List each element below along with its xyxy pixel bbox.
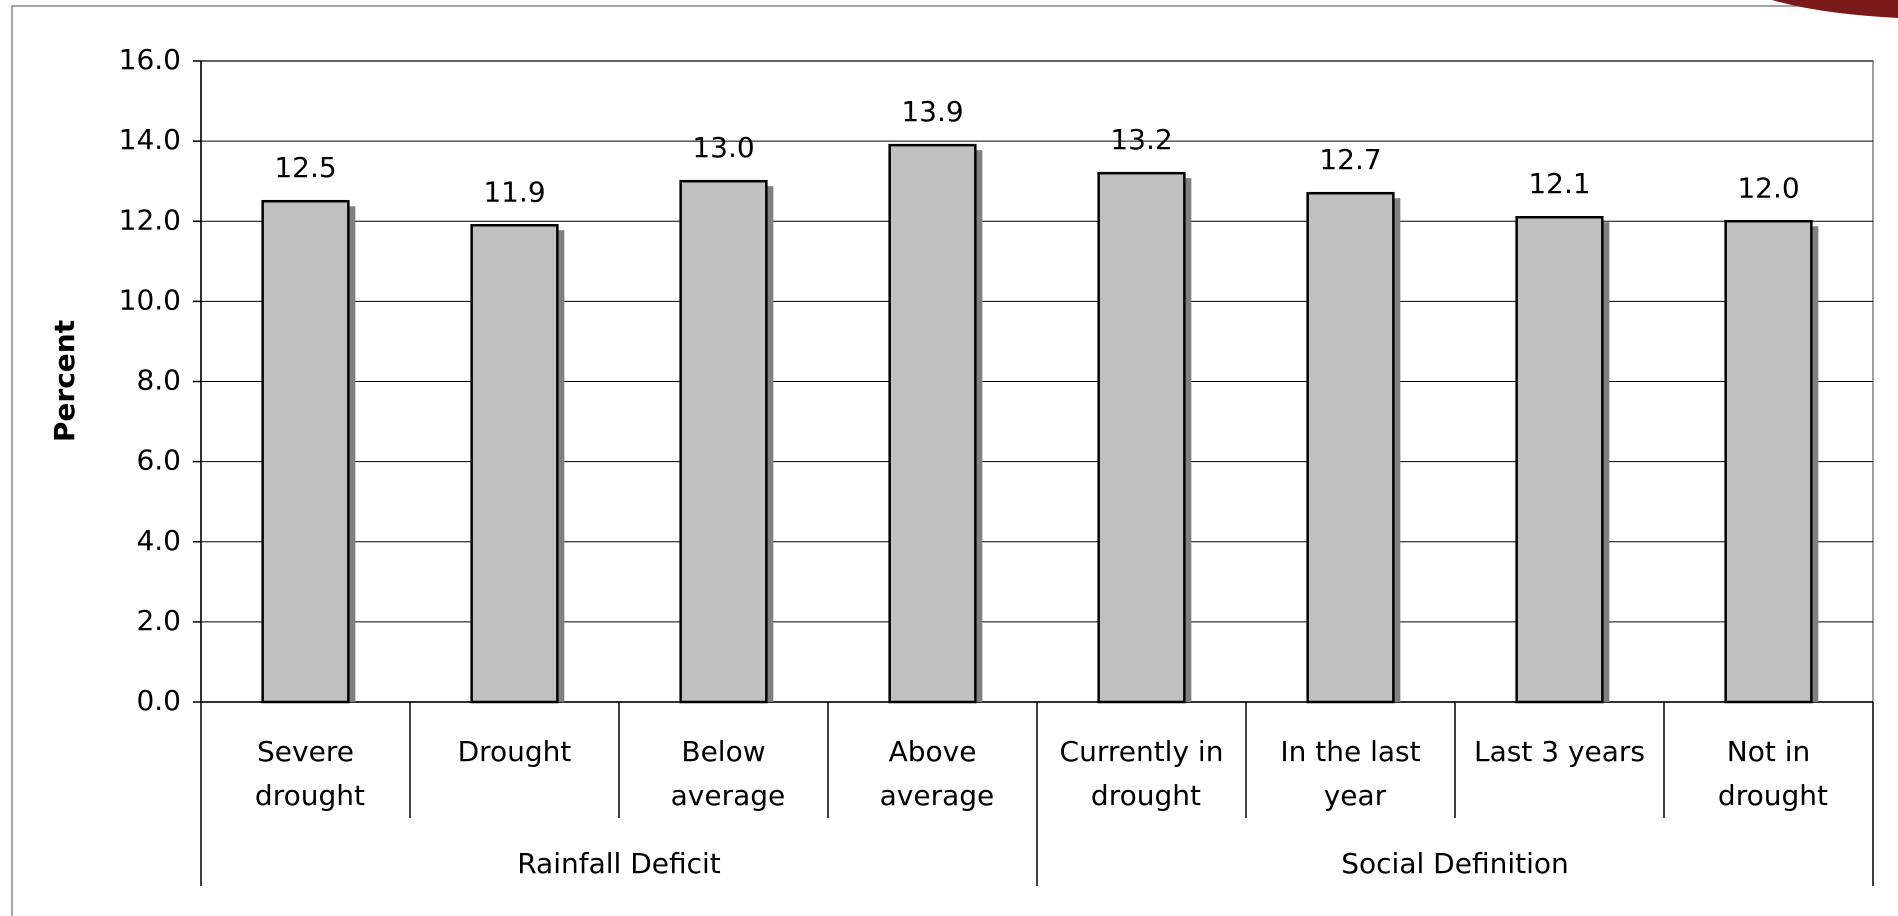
frame	[11, 5, 1898, 916]
x-tick-label: Not in drought	[1709, 735, 1828, 812]
x-tick-label: Above average	[871, 735, 995, 812]
y-tick-label: 12.0	[119, 203, 181, 236]
bar	[470, 224, 559, 704]
y-axis-title: Percent	[48, 320, 81, 442]
value-label: 12.7	[1319, 143, 1381, 176]
corner-decoration	[1772, 0, 1898, 18]
x-tick-label: Drought	[458, 735, 572, 768]
group-label: Social Definition	[1341, 847, 1569, 880]
value-label: 12.5	[274, 151, 336, 184]
value-label: 12.0	[1737, 171, 1799, 204]
group-label: Rainfall Deficit	[517, 847, 721, 880]
y-tick-label: 14.0	[119, 123, 181, 156]
bar	[1515, 215, 1604, 704]
y-tick-label: 2.0	[136, 604, 181, 637]
value-label: 12.1	[1528, 167, 1590, 200]
bar	[679, 179, 768, 704]
y-tick-label: 16.0	[119, 43, 181, 76]
bar	[888, 143, 977, 704]
y-tick-label: 10.0	[119, 283, 181, 316]
x-tick-label: Below average	[662, 735, 786, 812]
value-label: 13.0	[692, 131, 754, 164]
bar	[1097, 171, 1186, 704]
y-tick-label: 4.0	[136, 524, 181, 557]
x-tick-label: Last 3 years	[1474, 735, 1645, 768]
value-label: 13.9	[901, 95, 963, 128]
y-tick-label: 8.0	[136, 364, 181, 397]
x-tick-label: In the last year	[1280, 735, 1420, 812]
x-tick-label: Severe drought	[246, 735, 365, 812]
value-label: 11.9	[483, 175, 545, 208]
bar	[261, 199, 350, 704]
value-label: 13.2	[1110, 123, 1172, 156]
y-tick-label: 0.0	[136, 684, 181, 717]
x-tick-label: Currently in drought	[1060, 735, 1224, 812]
bar	[1724, 220, 1813, 704]
bar	[1306, 191, 1395, 704]
y-tick-label: 6.0	[136, 444, 181, 477]
